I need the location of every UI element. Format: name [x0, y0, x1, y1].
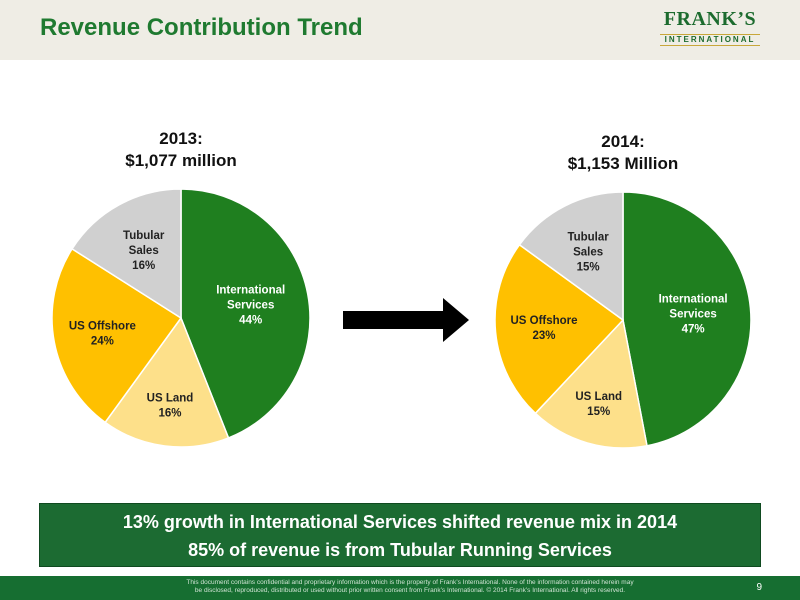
chart-2014-title-year: 2014: — [601, 132, 645, 151]
pie-2013-label-international-services: International Services 44% — [216, 285, 285, 327]
footer-disclaimer: This document contains confidential and … — [150, 579, 670, 595]
franks-logo: FRANK’S INTERNATIONAL — [660, 8, 760, 48]
footer-disclaimer-line-1: This document contains confidential and … — [186, 579, 634, 586]
chart-2014-title: 2014: $1,153 Million — [503, 131, 743, 175]
pie-2014-slice-us-offshore — [494, 243, 625, 415]
pie-2013-label-us-land: US Land 16% — [147, 393, 194, 420]
pie-2013-label-tubular-sales: Tubular Sales 16% — [123, 230, 165, 272]
pie-2014-label-us-land: US Land 15% — [575, 391, 622, 418]
pie-2013-label-us-offshore: US Offshore 24% — [69, 321, 136, 348]
logo-subtitle: INTERNATIONAL — [660, 34, 760, 46]
pie-2013-slice-us-land — [104, 316, 230, 448]
header-bar: Revenue Contribution Trend FRANK’S INTER… — [0, 0, 800, 60]
pie-2014-slice-tubular-sales — [518, 191, 624, 322]
chart-2013-title-year: 2013: — [159, 129, 203, 148]
footer-disclaimer-line-2: be disclosed, reproduced, distributed or… — [194, 587, 626, 594]
chart-2014-title-total: $1,153 Million — [567, 154, 679, 173]
footer-bar: This document contains confidential and … — [0, 576, 800, 600]
chart-2013-title: 2013: $1,077 million — [61, 128, 301, 172]
banner-line-2: 85% of revenue is from Tubular Running S… — [188, 540, 612, 560]
page-number: 9 — [756, 582, 762, 593]
pie-2014-label-tubular-sales: Tubular Sales 15% — [567, 232, 609, 274]
pie-2014-label-international-services: International Services 47% — [659, 293, 728, 335]
summary-banner: 13% growth in International Services shi… — [39, 503, 761, 567]
pie-2014-slice-us-land — [534, 318, 648, 449]
chart-2013-title-total: $1,077 million — [125, 151, 237, 170]
pie-2013-slice-us-offshore — [51, 247, 183, 424]
page-title: Revenue Contribution Trend — [40, 14, 363, 41]
banner-line-1: 13% growth in International Services shi… — [122, 512, 678, 532]
pie-2014-slice-international-services — [622, 191, 752, 447]
logo-wordmark: FRANK’S — [663, 8, 757, 30]
pie-2013-slice-international-services — [180, 188, 311, 439]
arrow-right-icon — [343, 298, 469, 342]
pie-2013-slice-tubular-sales — [71, 188, 182, 320]
pie-2014-label-us-offshore: US Offshore 23% — [510, 315, 577, 342]
